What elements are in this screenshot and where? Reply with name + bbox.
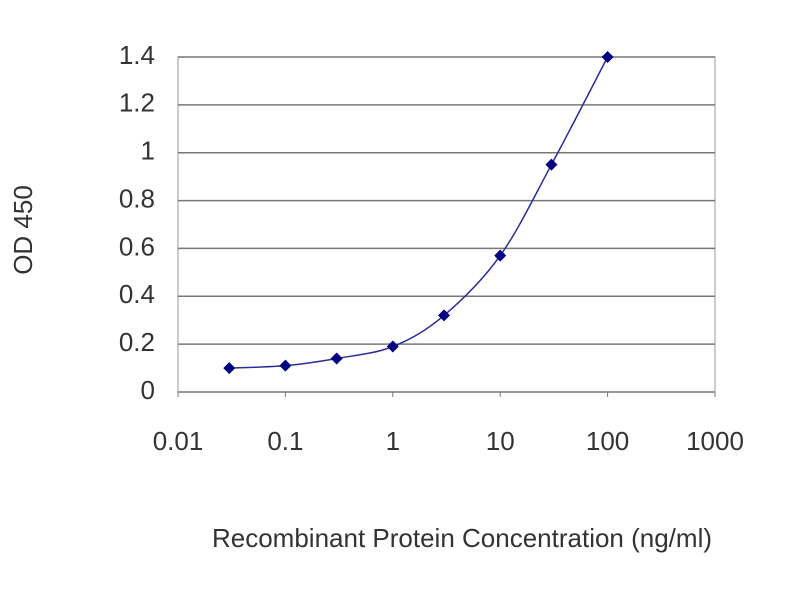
marker [279,359,292,372]
y-tick-label: 0.2 [119,327,155,357]
marker [601,51,614,63]
x-tick-label: 10 [486,426,515,456]
marker [438,309,451,322]
y-tick-label: 0.6 [119,231,155,261]
x-tick-label: 100 [586,426,629,456]
y-tick-label: 0.8 [119,183,155,213]
plot-area [177,56,716,393]
x-tick-label: 0.01 [153,426,204,456]
y-axis-label: OD 450 [8,185,38,275]
marker [494,249,507,262]
y-tick-label: 1 [141,136,155,166]
x-tick-label: 0.1 [267,426,303,456]
y-tick-label: 0.4 [119,279,155,309]
marker [545,158,558,171]
x-tick-label: 1000 [686,426,744,456]
x-tick-label: 1 [386,426,400,456]
y-tick-label: 1.2 [119,88,155,118]
marker [386,340,399,353]
marker [223,362,236,375]
marker [330,352,343,365]
y-tick-label: 0 [141,375,155,405]
y-tick-label: 1.4 [119,40,155,70]
x-axis-label: Recombinant Protein Concentration (ng/ml… [212,523,712,553]
